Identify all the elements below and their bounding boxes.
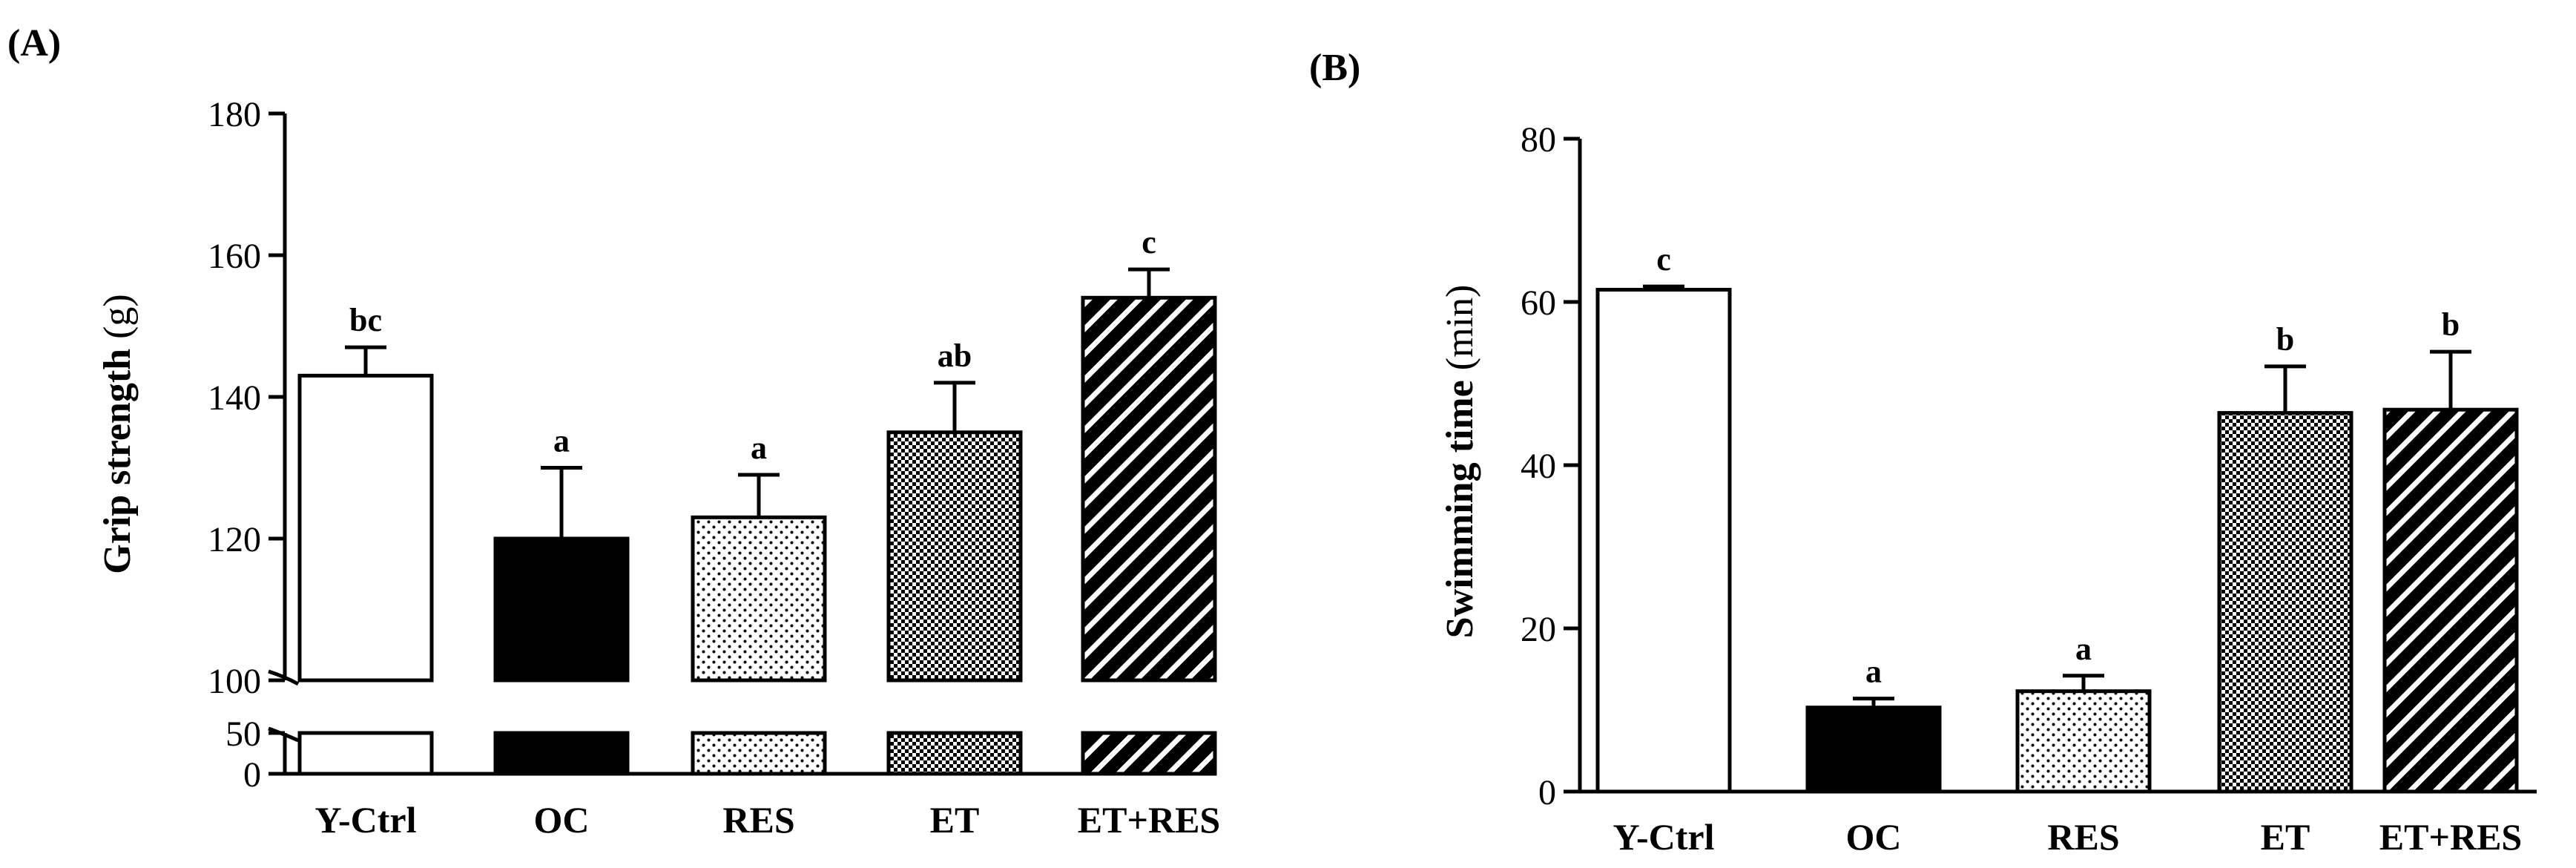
- panel-a-y-tick-label: 160: [208, 237, 261, 276]
- panel-a-category-label: Y-Ctrl: [314, 799, 416, 841]
- panel-b-significance-label: b: [2442, 306, 2460, 343]
- panel-a-category-label: ET: [930, 799, 980, 841]
- panel-b-bar: [1805, 706, 1942, 794]
- panel-b-y-axis-label-unit: (min): [1439, 285, 1481, 381]
- panel-b-label: (B): [1309, 47, 1360, 89]
- panel-b-bars: [1595, 284, 2519, 794]
- panel-a: (A) Grip strength (g) 050 100 120 140 160 180…: [7, 22, 1220, 841]
- panel-b-y-tick-label: 0: [1538, 773, 1556, 812]
- panel-a-label: (A): [7, 22, 61, 65]
- panel-a-significance-label: ab: [938, 338, 972, 374]
- panel-a-bar: [886, 430, 1023, 683]
- panel-b-significance-label: a: [2075, 631, 2092, 667]
- panel-a-y-axis-label-main: Grip strength: [96, 349, 139, 574]
- panel-a-y-axis-label-unit: (g): [96, 294, 139, 349]
- panel-a-category-label: RES: [722, 799, 794, 841]
- panel-b-bar: [1595, 288, 1732, 794]
- panel-a-y-tick-label: 140: [208, 378, 261, 418]
- panel-a-bar: [297, 373, 434, 683]
- panel-a-y-tick-label: 180: [208, 95, 261, 134]
- panel-b-category-label: ET: [2261, 816, 2310, 858]
- panel-a-y-tick-label: 50: [225, 714, 261, 754]
- panel-a-significance-label: a: [751, 430, 767, 466]
- panel-b-category-label: RES: [2047, 816, 2119, 858]
- panel-b-y-tick-label: 80: [1521, 120, 1556, 160]
- panel-a-significance-label: c: [1142, 224, 1156, 260]
- panel-a-significance-label: a: [553, 423, 570, 459]
- panel-a-bar: [493, 536, 630, 683]
- panel-a-category-label: ET+RES: [1078, 799, 1220, 841]
- panel-a-y-tick-label: 0: [243, 755, 261, 795]
- panel-a-bar-lower: [1081, 731, 1217, 776]
- panel-b-bar: [2015, 689, 2152, 794]
- panel-b-category-label: OC: [1846, 816, 1902, 858]
- panel-b-significance-label: c: [1656, 241, 1671, 277]
- panel-a-y-axis-label: Grip strength (g): [96, 294, 139, 573]
- panel-b-y-axis-label: Swimming time (min): [1439, 285, 1481, 639]
- panel-a-labels: 050 100 120 140 160 180 bc Y-Ctrl a OC a RES ab ET c ET…: [208, 95, 1220, 841]
- panel-b-category-label: ET+RES: [2379, 816, 2522, 858]
- panel-b-y-tick-label: 20: [1521, 610, 1556, 649]
- panel-b: (B) Swimming time (min) 0 20 40 60 80 c Y-Ctrl…: [1309, 47, 2537, 858]
- panel-a-bar-lower: [493, 731, 630, 776]
- panel-b-bar: [2217, 411, 2353, 794]
- panel-a-bar-lower: [297, 731, 434, 776]
- panel-a-y-tick-label: 100: [208, 662, 261, 701]
- panel-b-significance-label: a: [1865, 654, 1882, 690]
- panel-a-bar-lower: [691, 731, 827, 776]
- panel-b-bar: [2382, 407, 2519, 794]
- panel-b-y-tick-label: 40: [1521, 447, 1556, 486]
- panel-b-y-axis-label-main: Swimming time: [1439, 380, 1481, 638]
- panel-b-category-label: Y-Ctrl: [1613, 816, 1714, 858]
- panel-a-significance-label: bc: [349, 302, 382, 338]
- panel-a-bar-lower: [886, 731, 1023, 776]
- panel-a-y-tick-label: 120: [208, 520, 261, 559]
- panel-a-bar: [691, 515, 827, 683]
- panel-a-axis-break-upper: [268, 669, 300, 686]
- panel-b-labels: 0 20 40 60 80 c Y-Ctrl a OC a RES b ET b ET+RES: [1521, 120, 2522, 858]
- panel-a-bar: [1081, 295, 1217, 683]
- panel-b-y-tick-label: 60: [1521, 283, 1556, 323]
- panel-a-category-label: OC: [534, 799, 590, 841]
- panel-b-significance-label: b: [2276, 321, 2294, 358]
- panel-a-bars: [297, 267, 1217, 776]
